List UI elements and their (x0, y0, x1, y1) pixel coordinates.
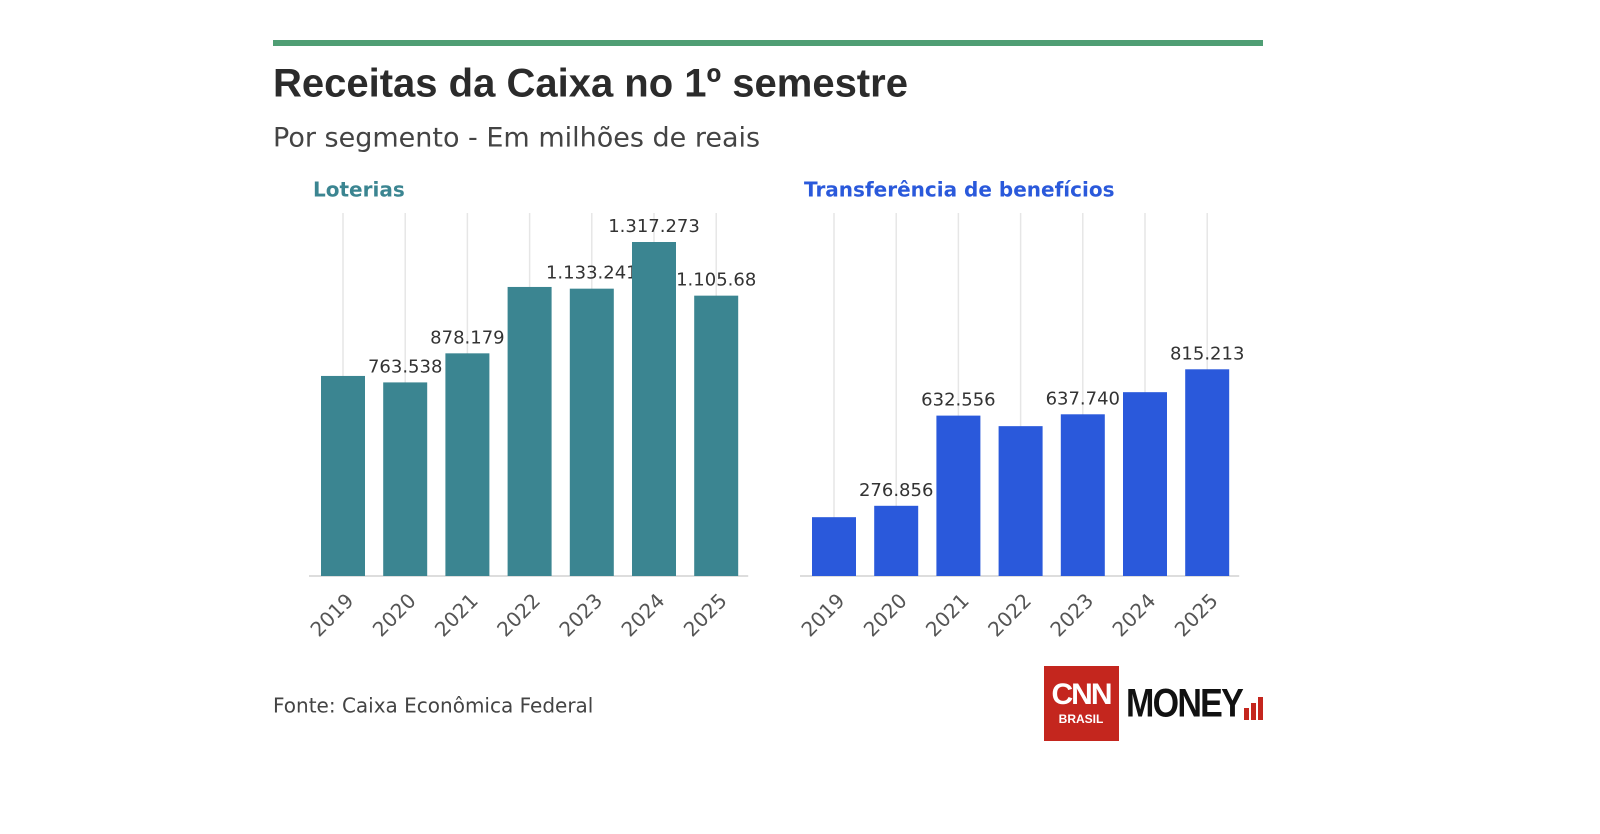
value-label: 1.105.68 (676, 270, 756, 291)
value-label: 815.213 (1170, 343, 1244, 364)
value-label: 1.133.241 (546, 263, 638, 284)
bar (936, 415, 981, 576)
x-tick-label: 2021 (921, 588, 974, 641)
bar (383, 382, 428, 576)
x-tick-label: 2025 (1170, 588, 1223, 641)
logo-region: BRASIL (1059, 712, 1104, 726)
x-tick-label: 2019 (305, 588, 358, 641)
bar (321, 375, 365, 576)
bar (507, 286, 552, 576)
x-tick-label: 2024 (1107, 588, 1160, 641)
x-tick-label: 2024 (616, 588, 669, 641)
x-tick-label: 2021 (430, 588, 483, 641)
bar (632, 242, 676, 576)
x-tick-label: 2023 (554, 588, 607, 641)
bar (1123, 392, 1167, 576)
value-label: 637.740 (1046, 388, 1120, 409)
x-tick-label: 2025 (679, 588, 732, 641)
bar (874, 505, 919, 576)
bar (445, 353, 490, 576)
logo-brand: CNN (1052, 678, 1111, 711)
page-title: Receitas da Caixa no 1º semestre (273, 62, 908, 106)
x-tick-label: 2019 (796, 588, 849, 641)
logo-icon (1244, 708, 1249, 720)
x-tick-label: 2020 (368, 588, 421, 641)
value-label: 632.556 (921, 390, 995, 411)
bar (1060, 414, 1105, 576)
bar (812, 517, 856, 576)
chart-title: Loterias (313, 178, 405, 202)
bar (1185, 369, 1230, 576)
bar (569, 288, 614, 576)
bar (998, 426, 1043, 576)
value-label: 763.538 (368, 356, 442, 377)
logo-icon (1258, 697, 1263, 720)
logo-icon (1251, 703, 1256, 720)
logo-box (1044, 666, 1119, 741)
top-rule (273, 40, 1263, 46)
chart-title: Transferência de benefícios (804, 178, 1115, 202)
logo: CNN BRASIL MONEY (1044, 666, 1263, 741)
page-subtitle: Por segmento - Em milhões de reais (273, 123, 760, 154)
x-tick-label: 2022 (492, 588, 545, 641)
x-tick-label: 2023 (1045, 588, 1098, 641)
value-label: 1.317.273 (608, 216, 700, 237)
x-tick-label: 2020 (859, 588, 912, 641)
x-tick-label: 2022 (983, 588, 1036, 641)
value-label: 276.856 (859, 480, 933, 501)
source: Fonte: Caixa Econômica Federal (273, 694, 593, 718)
logo-product: MONEY (1126, 680, 1244, 725)
value-label: 878.179 (430, 327, 504, 348)
bar (694, 295, 739, 576)
